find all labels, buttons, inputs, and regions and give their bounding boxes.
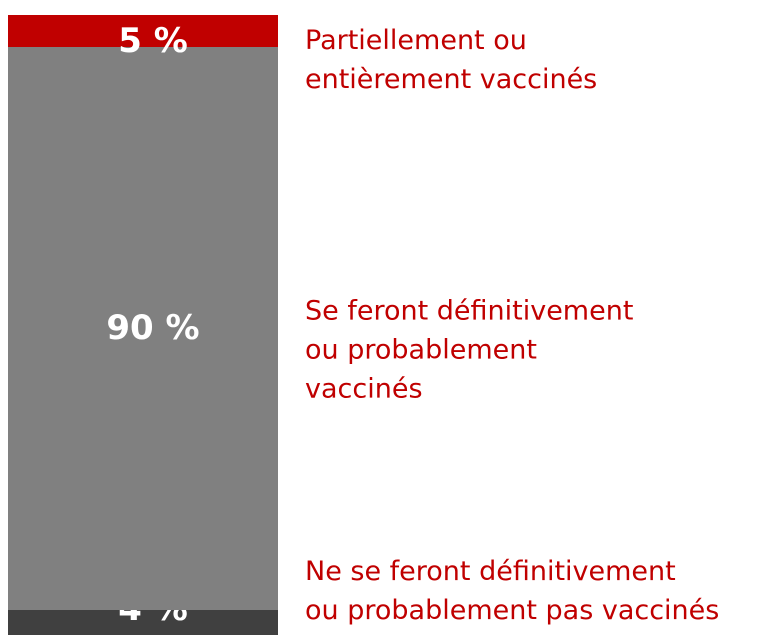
legend-label: Ne se feront définitivement ou probablem…	[305, 556, 720, 626]
legend-label: Se feront définitivement ou probablement…	[305, 295, 634, 405]
value-label: 90 %	[106, 308, 200, 349]
value-label: 5 %	[118, 21, 188, 62]
bar-segment	[8, 15, 278, 47]
bar-segment	[8, 609, 278, 635]
bar-segment	[8, 46, 278, 610]
legend-label: Partiellement ou entièrement vaccinés	[305, 25, 598, 96]
